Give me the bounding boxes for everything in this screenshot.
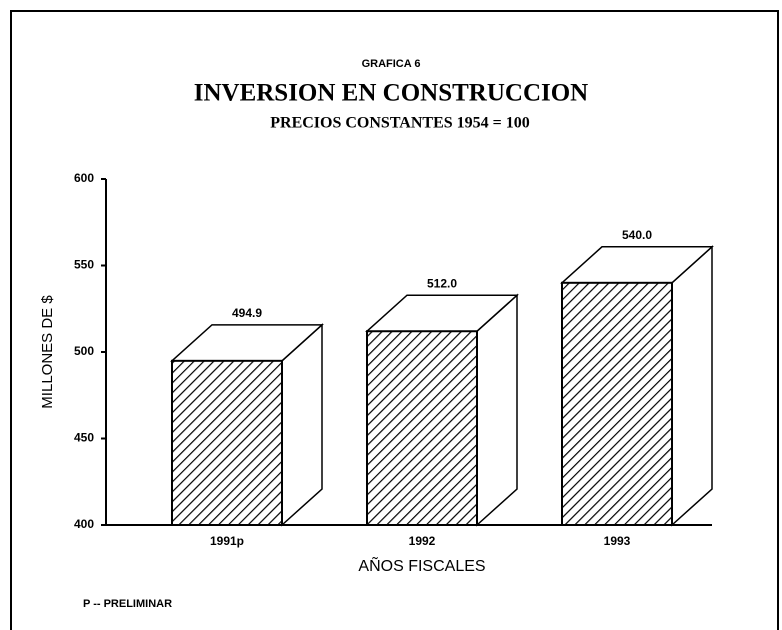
chart-subtitle: PRECIOS CONSTANTES 1954 = 100 xyxy=(270,115,530,132)
pretitle: GRAFICA 6 xyxy=(362,58,421,70)
y-tick-label: 500 xyxy=(74,344,94,358)
y-tick-label: 550 xyxy=(74,258,94,272)
y-tick-label: 450 xyxy=(74,431,94,445)
bar-side xyxy=(476,293,518,527)
value-label: 494.9 xyxy=(232,306,262,320)
x-axis-label: AÑOS FISCALES xyxy=(358,555,485,575)
bar xyxy=(561,281,673,526)
bar-side xyxy=(671,245,713,527)
bar xyxy=(171,359,283,526)
x-tick-label: 1993 xyxy=(604,534,631,548)
x-tick-label: 1992 xyxy=(409,534,436,548)
y-tick-label: 400 xyxy=(74,517,94,531)
x-tick-label: 1991p xyxy=(210,534,244,548)
bar xyxy=(366,330,478,526)
y-axis-label: MILLONES DE $ xyxy=(39,295,56,409)
footnote: P -- PRELIMINAR xyxy=(83,598,172,610)
value-label: 540.0 xyxy=(622,228,652,242)
chart-title: INVERSION EN CONSTRUCCION xyxy=(194,80,589,107)
value-label: 512.0 xyxy=(427,276,457,290)
y-tick-label: 600 xyxy=(74,171,94,185)
frame xyxy=(10,10,779,630)
